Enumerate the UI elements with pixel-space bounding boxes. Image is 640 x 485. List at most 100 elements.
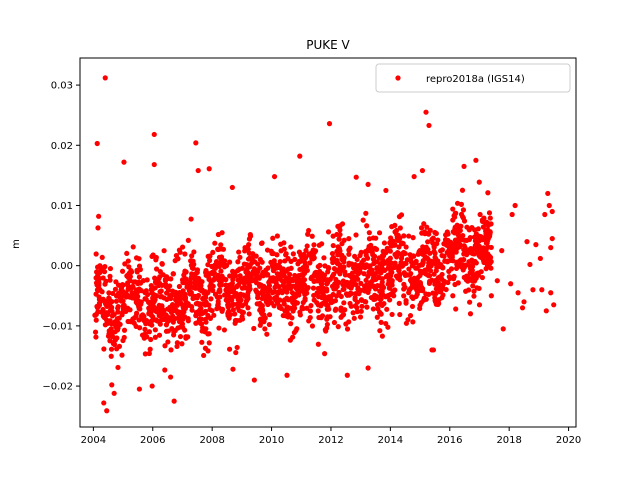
data-point <box>103 278 109 284</box>
data-point <box>337 248 343 254</box>
data-point <box>236 249 242 255</box>
data-point <box>125 258 131 264</box>
data-point <box>269 275 276 282</box>
data-point <box>187 278 193 285</box>
data-point <box>459 262 466 268</box>
data-point <box>335 244 341 250</box>
data-point <box>182 251 188 257</box>
data-point <box>107 277 113 283</box>
data-point <box>215 263 221 269</box>
data-point <box>199 328 205 334</box>
data-point <box>262 326 268 332</box>
data-point <box>346 236 352 242</box>
data-point <box>485 222 491 229</box>
data-point <box>527 261 533 268</box>
data-point <box>537 255 543 262</box>
data-point <box>479 274 486 281</box>
data-point <box>464 252 470 258</box>
data-point <box>524 239 530 245</box>
data-point <box>305 231 311 237</box>
data-point <box>488 265 494 271</box>
data-point <box>182 269 188 276</box>
data-point <box>119 268 126 274</box>
data-point <box>330 242 336 249</box>
data-point <box>387 291 394 298</box>
data-point <box>205 348 211 354</box>
data-point <box>182 280 188 286</box>
data-point <box>232 311 238 317</box>
data-point <box>440 264 446 270</box>
data-point <box>431 248 437 255</box>
data-point <box>157 294 164 300</box>
data-point <box>96 300 102 307</box>
data-point <box>288 321 294 327</box>
data-point <box>378 310 384 317</box>
data-point <box>270 235 276 241</box>
data-point <box>136 302 142 309</box>
data-point <box>494 278 500 284</box>
data-point <box>93 251 99 257</box>
data-point <box>434 282 440 288</box>
data-point <box>401 233 407 239</box>
data-point <box>460 207 467 213</box>
data-point <box>102 75 108 81</box>
data-point <box>339 241 345 247</box>
data-point <box>277 297 283 303</box>
data-point <box>151 161 157 168</box>
data-point <box>122 261 128 267</box>
data-point <box>169 301 176 308</box>
data-point <box>433 286 439 292</box>
data-point <box>358 280 364 286</box>
data-point <box>279 290 285 296</box>
data-point <box>299 285 305 291</box>
data-point <box>358 287 364 294</box>
data-point <box>346 319 352 325</box>
data-point <box>344 326 351 332</box>
data-point <box>142 290 148 296</box>
data-point <box>103 302 109 308</box>
data-point <box>442 236 449 243</box>
data-point <box>431 271 437 277</box>
data-point <box>508 281 514 287</box>
data-point <box>461 243 467 249</box>
data-point <box>153 279 159 286</box>
data-point <box>341 300 347 306</box>
data-point <box>152 334 158 340</box>
data-point <box>407 312 414 319</box>
data-point <box>549 208 555 215</box>
data-point <box>171 332 177 338</box>
data-point <box>337 227 343 233</box>
data-point <box>152 285 158 291</box>
data-point <box>425 239 431 245</box>
data-point <box>246 236 253 242</box>
data-point <box>278 241 284 247</box>
data-point <box>360 217 366 223</box>
data-point <box>353 174 359 180</box>
data-point <box>370 306 376 312</box>
data-point <box>387 262 393 268</box>
data-point <box>291 292 298 299</box>
data-point <box>450 293 456 299</box>
data-point <box>180 324 186 330</box>
data-point <box>124 292 130 298</box>
data-point <box>272 284 278 290</box>
data-point <box>315 341 321 347</box>
data-point <box>341 264 347 270</box>
data-point <box>259 306 265 312</box>
data-point <box>287 337 293 343</box>
data-point <box>393 227 400 234</box>
data-point <box>205 262 211 268</box>
data-point <box>483 266 489 272</box>
data-point <box>332 307 338 313</box>
data-point <box>237 294 243 300</box>
data-point <box>283 252 289 258</box>
data-point <box>353 232 359 238</box>
data-point <box>350 265 357 271</box>
data-point <box>257 256 263 263</box>
data-point <box>270 250 276 257</box>
data-point <box>461 163 467 169</box>
data-point <box>284 372 290 378</box>
data-point <box>338 293 344 300</box>
data-point <box>545 190 551 197</box>
data-point <box>156 332 163 338</box>
